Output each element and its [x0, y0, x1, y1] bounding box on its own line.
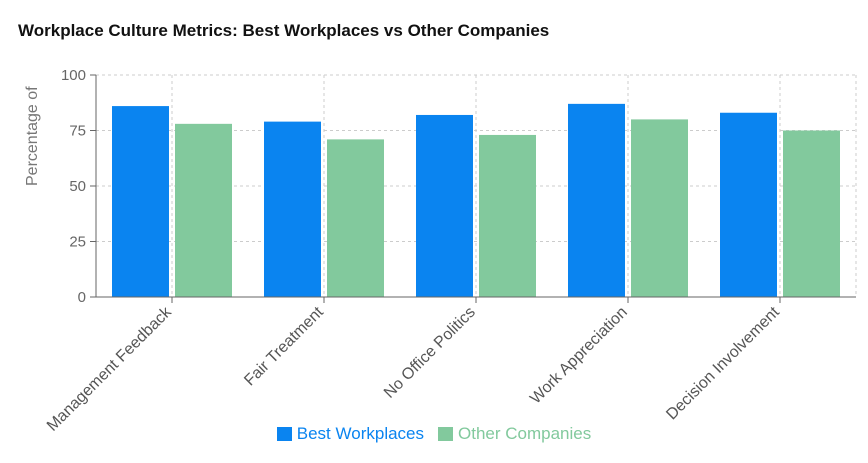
bar-best-workplaces — [112, 106, 169, 297]
bar-other-companies — [175, 123, 232, 297]
bar-best-workplaces — [720, 112, 777, 298]
bar-other-companies — [631, 119, 688, 298]
legend: Best Workplaces Other Companies — [0, 424, 868, 444]
legend-item-best-workplaces[interactable]: Best Workplaces — [276, 424, 424, 444]
bar-best-workplaces — [264, 121, 321, 298]
y-tick-label: 100 — [61, 67, 86, 84]
x-tick-label: No Office Politics — [381, 304, 479, 402]
bar-other-companies — [479, 134, 536, 297]
y-axis-label: Percentage of — [24, 86, 41, 186]
legend-label-other-companies: Other Companies — [458, 424, 592, 443]
y-tick-label: 25 — [69, 234, 86, 251]
legend-swatch-other-companies — [438, 427, 453, 441]
bar-best-workplaces — [568, 103, 625, 297]
bar-other-companies — [327, 139, 384, 297]
x-tick-label: Decision Involvement — [663, 303, 783, 423]
bar-best-workplaces — [416, 114, 473, 298]
y-tick-label: 75 — [69, 123, 86, 140]
bar-other-companies — [783, 130, 840, 297]
x-tick-label: Work Appreciation — [527, 304, 631, 408]
x-tick-label: Fair Treatment — [241, 303, 327, 389]
y-tick-label: 50 — [69, 178, 86, 195]
x-tick-label: Management Feedback — [44, 303, 176, 435]
y-tick-label: 0 — [78, 289, 86, 306]
chart-title: Workplace Culture Metrics: Best Workplac… — [18, 21, 550, 40]
legend-label-best-workplaces: Best Workplaces — [296, 424, 424, 443]
legend-swatch-best-workplaces — [276, 427, 292, 441]
legend-item-other-companies[interactable]: Other Companies — [438, 424, 591, 444]
